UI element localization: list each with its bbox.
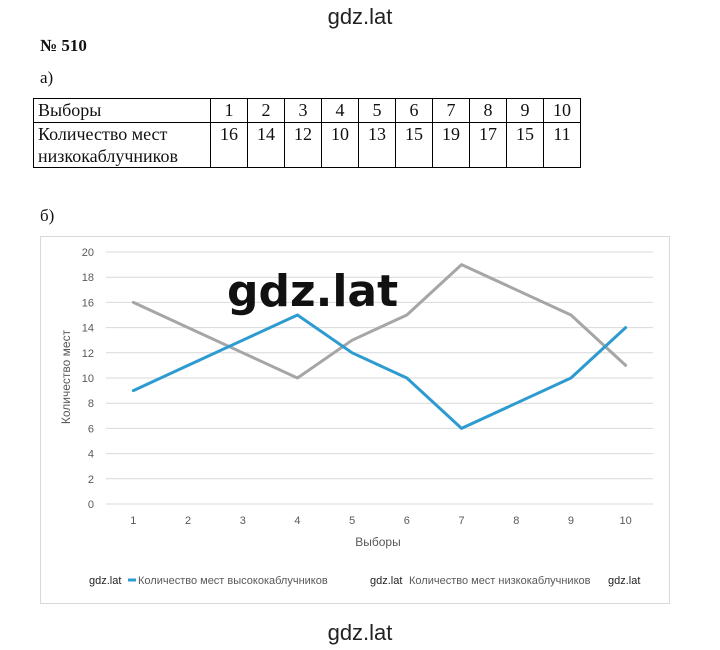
table-value-cell: 16 [210, 122, 248, 168]
y-tick-label: 2 [88, 474, 94, 486]
table-col-header: 2 [247, 98, 285, 123]
series-line-1 [131, 313, 628, 430]
y-tick-label: 16 [82, 297, 94, 309]
table-col-header: 7 [432, 98, 470, 123]
watermark-top: gdz.lat [327, 4, 393, 29]
x-tick-label: 3 [240, 515, 246, 527]
table-header-label: Выборы [33, 98, 211, 123]
table-value-cell: 15 [506, 122, 544, 168]
watermark-bottom: gdz.lat [327, 620, 393, 645]
table-value-cell: 19 [432, 122, 470, 168]
table-value-cell: 13 [358, 122, 396, 168]
y-tick-label: 10 [82, 373, 94, 385]
table-value-cell: 14 [247, 122, 285, 168]
legend-label-series-2: Количество мест низкокаблучников [409, 575, 591, 587]
data-table: Выборы 1 2 3 4 5 6 7 8 9 10 Количество м… [33, 98, 581, 168]
y-tick-label: 6 [88, 423, 94, 435]
series-line-2 [131, 263, 628, 380]
x-tick-label: 5 [349, 515, 355, 527]
table-col-header: 5 [358, 98, 396, 123]
legend-watermark-2: gdz.lat [370, 575, 402, 587]
x-tick-label: 10 [620, 515, 632, 527]
y-tick-label: 18 [82, 272, 94, 284]
x-tick-label: 7 [458, 515, 464, 527]
series-layer [131, 263, 628, 430]
watermark-chart: gdz.lat [227, 266, 398, 317]
table-col-header: 4 [321, 98, 359, 123]
x-tick-label: 8 [513, 515, 519, 527]
part-a-label: а) [40, 68, 54, 87]
table-col-header: 6 [395, 98, 433, 123]
x-tick-label: 6 [404, 515, 410, 527]
table-value-cell: 17 [469, 122, 507, 168]
table-col-header: 3 [284, 98, 322, 123]
table-col-header: 9 [506, 98, 544, 123]
table-col-header: 8 [469, 98, 507, 123]
y-tick-label: 12 [82, 348, 94, 360]
table-row-label: Количество мест низкокаблучников [33, 122, 211, 168]
legend-watermark-1: gdz.lat [89, 575, 121, 587]
legend-watermark-3: gdz.lat [608, 575, 640, 587]
table-value-cell: 12 [284, 122, 322, 168]
y-axis-title: Количество мест [59, 329, 73, 424]
y-tick-label: 14 [82, 323, 94, 335]
table-row-label-line1: Количество мест [38, 124, 168, 144]
y-tick-label: 20 [82, 247, 94, 259]
part-b-label: б) [40, 206, 55, 225]
problem-number: № 510 [40, 36, 87, 55]
y-tick-label: 0 [88, 499, 94, 511]
x-axis-title: Выборы [355, 535, 400, 549]
x-tick-label: 2 [185, 515, 191, 527]
x-tick-label: 1 [130, 515, 136, 527]
table-header-row: Выборы 1 2 3 4 5 6 7 8 9 10 [33, 98, 581, 123]
grid-layer [106, 251, 653, 505]
legend-label-series-1: Количество мест высококаблучников [138, 575, 328, 587]
table-value-row: Количество мест низкокаблучников 16 14 1… [33, 122, 581, 168]
x-tick-label: 9 [568, 515, 574, 527]
table-col-header: 1 [210, 98, 248, 123]
y-tick-label: 8 [88, 398, 94, 410]
table-value-cell: 10 [321, 122, 359, 168]
legend: gdz.lat Количество мест высококаблучнико… [89, 575, 640, 587]
chart-frame: 0 2 4 6 8 10 12 14 16 18 20 1 2 3 4 5 6 7 8 9 10 Количество … [40, 236, 670, 604]
table-value-cell: 15 [395, 122, 433, 168]
x-tick-label: 4 [294, 515, 300, 527]
table-value-cell: 11 [543, 122, 581, 168]
table-col-header: 10 [543, 98, 581, 123]
y-tick-label: 4 [88, 449, 94, 461]
table-row-label-line2: низкокаблучников [38, 146, 179, 166]
